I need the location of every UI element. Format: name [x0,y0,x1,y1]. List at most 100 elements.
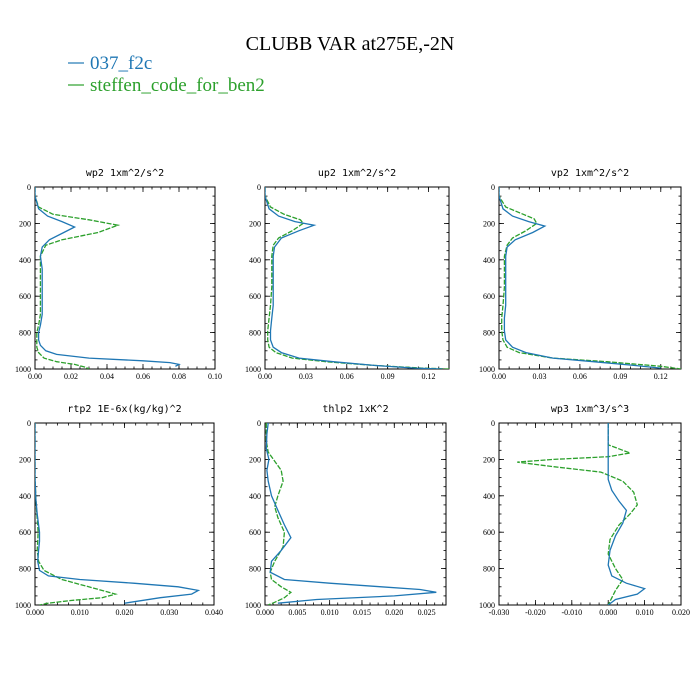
x-tick-label: 0.000 [256,608,274,617]
x-tick-label: 0.010 [71,608,89,617]
y-tick-label: 0 [491,183,495,192]
series-line-steffen_code_for_ben2 [517,423,639,605]
series-line-037_f2c [265,187,443,369]
x-tick-label: -0.020 [525,608,546,617]
x-tick-label: 0.010 [321,608,339,617]
x-tick-label: 0.12 [654,372,668,381]
legend: 037_f2c steffen_code_for_ben2 [68,53,265,96]
panel-title: up2 1xm^2/s^2 [318,168,396,179]
plot-frame [264,186,450,370]
x-tick-label: -0.010 [561,608,582,617]
plot-frame [498,186,682,370]
x-tick-label: 0.020 [385,608,403,617]
x-tick-label: 0.12 [422,372,436,381]
y-tick-label: 200 [483,219,495,228]
x-tick-label: 0.025 [418,608,436,617]
y-tick-label: 400 [19,256,31,265]
legend-label-1: steffen_code_for_ben2 [90,75,265,96]
y-tick-label: 1000 [245,601,261,610]
y-tick-label: 0 [491,419,495,428]
series-line-steffen_code_for_ben2 [499,187,681,369]
y-tick-label: 600 [483,528,495,537]
x-tick-label: 0.10 [208,372,222,381]
x-tick-label: 0.09 [613,372,627,381]
y-tick-label: 800 [249,329,261,338]
y-tick-label: 1000 [15,365,31,374]
x-tick-label: 0.000 [599,608,617,617]
y-tick-label: 800 [483,329,495,338]
y-tick-label: 400 [483,492,495,501]
plot-frame [498,422,682,606]
legend-label-0: 037_f2c [90,53,152,74]
x-tick-label: -0.030 [489,608,510,617]
x-tick-label: 0.020 [116,608,134,617]
panel-title: wp3 1xm^3/s^3 [551,404,629,415]
x-tick-label: 0.010 [636,608,654,617]
y-tick-label: 600 [483,292,495,301]
y-tick-label: 800 [19,329,31,338]
y-tick-label: 800 [483,565,495,574]
x-tick-label: 0.03 [299,372,313,381]
panel-title: wp2 1xm^2/s^2 [86,168,164,179]
series-line-037_f2c [607,423,647,605]
x-tick-label: 0.08 [172,372,186,381]
y-tick-label: 800 [19,565,31,574]
x-tick-label: 0.000 [26,608,44,617]
x-tick-label: 0.06 [136,372,150,381]
panel-title: vp2 1xm^2/s^2 [551,168,629,179]
y-tick-label: 0 [257,419,261,428]
series-line-steffen_code_for_ben2 [265,423,293,605]
panel-title: thlp2 1xK^2 [322,404,388,415]
y-tick-label: 200 [19,219,31,228]
x-tick-label: 0.09 [381,372,395,381]
series-line-steffen_code_for_ben2 [35,187,121,369]
y-tick-label: 1000 [479,601,495,610]
x-tick-label: 0.04 [100,372,114,381]
y-tick-label: 200 [249,219,261,228]
plot-frame [264,422,447,606]
x-tick-label: 0.005 [288,608,306,617]
y-tick-label: 200 [249,455,261,464]
y-tick-label: 600 [249,528,261,537]
series-line-steffen_code_for_ben2 [265,187,449,369]
panel-title: rtp2 1E-6x(kg/kg)^2 [67,404,181,415]
x-tick-label: 0.00 [492,372,506,381]
x-tick-label: 0.03 [532,372,546,381]
y-tick-label: 200 [19,455,31,464]
x-tick-label: 0.030 [160,608,178,617]
x-tick-label: 0.015 [353,608,371,617]
series-line-037_f2c [35,187,181,367]
y-tick-label: 600 [249,292,261,301]
x-tick-label: 0.00 [28,372,42,381]
x-tick-label: 0.020 [672,608,690,617]
x-tick-label: 0.02 [64,372,78,381]
panel-wp3: wp3 1xm^3/s^3 0 200 400 600 800 1000-0.030 -0.0… [479,404,690,617]
y-tick-label: 400 [249,256,261,265]
series-line-037_f2c [265,423,437,604]
y-tick-label: 0 [257,183,261,192]
y-tick-label: 0 [27,419,31,428]
y-tick-label: 600 [19,528,31,537]
panel-rtp2: rtp2 1E-6x(kg/kg)^2 0 200 400 600 800 10000.00… [15,404,223,617]
y-tick-label: 400 [249,492,261,501]
x-tick-label: 0.06 [573,372,587,381]
figure-title: CLUBB VAR at275E,-2N [246,33,455,55]
x-tick-label: 0.040 [205,608,223,617]
y-tick-label: 400 [19,492,31,501]
y-tick-label: 400 [483,256,495,265]
x-tick-label: 0.06 [340,372,354,381]
series-line-037_f2c [499,187,661,369]
x-tick-label: 0.00 [258,372,272,381]
series-line-steffen_code_for_ben2 [35,423,118,605]
y-tick-label: 1000 [479,365,495,374]
y-tick-label: 1000 [245,365,261,374]
y-tick-label: 800 [249,565,261,574]
plot-frame [34,186,216,370]
y-tick-label: 1000 [15,601,31,610]
